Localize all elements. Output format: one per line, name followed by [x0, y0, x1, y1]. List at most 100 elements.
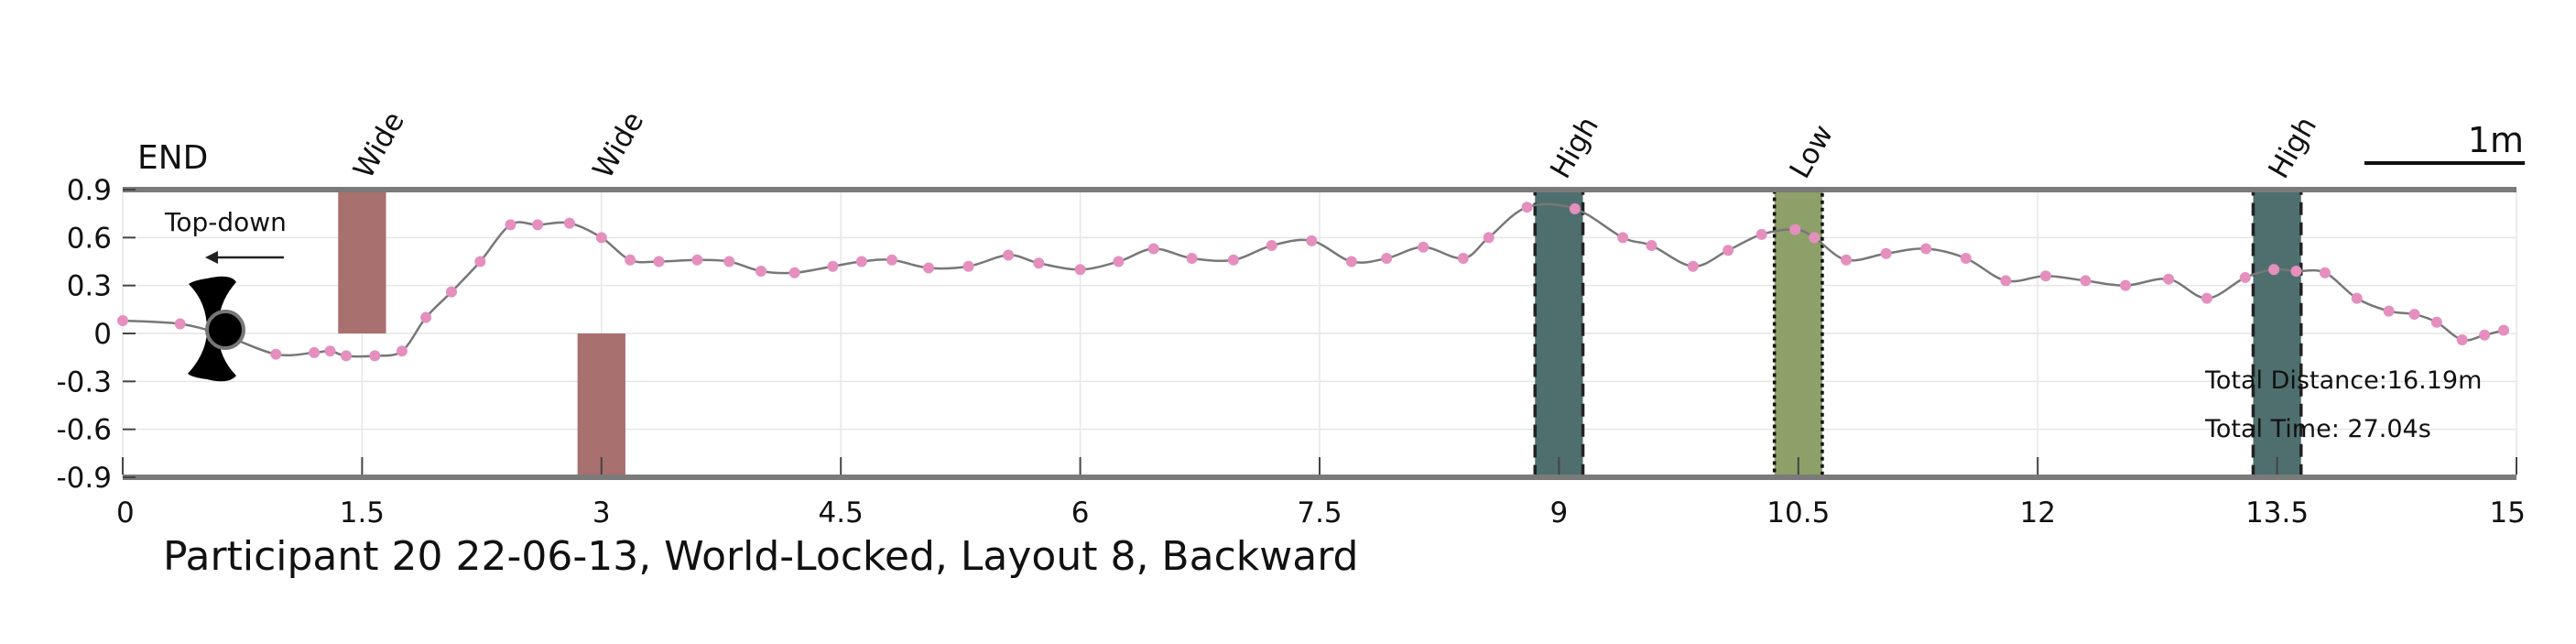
trajectory-point: [2351, 292, 2363, 304]
trajectory-point: [2039, 270, 2051, 282]
trajectory-point: [1960, 253, 1972, 265]
trajectory-point: [827, 260, 839, 272]
trajectory-point: [2319, 267, 2331, 278]
trajectory-point: [1483, 232, 1495, 244]
y-tick-label: -0.3: [57, 366, 113, 398]
trajectory-point: [1569, 202, 1581, 214]
obstacle-label: High: [2262, 111, 2323, 184]
trajectory-point: [1687, 260, 1699, 272]
y-tick-label: -0.9: [57, 462, 113, 495]
trajectory-point: [1381, 253, 1393, 265]
trajectory-point: [1306, 235, 1318, 246]
obstacle-wide-1: [577, 333, 625, 477]
y-axis-ticks: 0.9 0.6 0.3 0 -0.3 -0.6 -0.9: [57, 174, 136, 495]
trajectory-point: [1646, 240, 1658, 252]
y-tick-label: 0: [93, 318, 112, 351]
trajectory-point: [340, 350, 352, 362]
total-distance: Total Distance:16.19m: [2204, 366, 2482, 395]
x-tick-label: 15: [2490, 497, 2526, 529]
trajectory-point: [1521, 202, 1533, 213]
x-tick-label: 7.5: [1297, 497, 1342, 529]
obstacle-high-4: [2251, 188, 2303, 479]
x-tick-label: 0: [116, 497, 135, 529]
trajectory-point: [723, 256, 735, 267]
trajectory-point: [420, 311, 432, 323]
trajectory-point: [563, 217, 575, 229]
trajectory-point: [1003, 249, 1015, 261]
total-time: Total Time: 27.04s: [2204, 415, 2431, 443]
trajectory-point: [174, 318, 186, 330]
plot-frame: [123, 187, 2516, 480]
end-label: END: [137, 139, 208, 177]
trajectory-point: [625, 254, 636, 266]
trajectory-point: [505, 219, 516, 231]
obstacle-labels: Wide Wide High Low High: [347, 106, 2323, 184]
trajectory-point: [1227, 254, 1239, 266]
trajectory-point: [1113, 256, 1125, 267]
trajectory-point: [595, 232, 607, 244]
y-tick-label: 0.6: [67, 222, 112, 255]
grid: [122, 189, 2517, 478]
x-tick-label: 10.5: [1766, 497, 1830, 529]
chart-title: Participant 20 22-06-13, World-Locked, L…: [163, 533, 1358, 580]
trajectory-point: [2456, 333, 2468, 345]
trajectory-point: [691, 254, 703, 266]
trajectory-point: [2498, 324, 2510, 336]
trajectory-point: [855, 256, 867, 267]
obstacle-high-2: [1533, 188, 1585, 479]
trajectory-point: [1074, 264, 1086, 276]
trajectory-point: [1147, 243, 1159, 255]
trajectory-point: [962, 260, 974, 272]
trajectory-point: [2383, 305, 2395, 317]
direction-arrow-icon: [205, 251, 284, 264]
trajectory-point: [1033, 257, 1045, 269]
trajectory-point: [755, 265, 767, 277]
trajectory-point: [2120, 279, 2132, 291]
trajectory-point: [1457, 253, 1469, 265]
trajectory-point: [788, 267, 800, 278]
trajectory-point: [2080, 275, 2092, 287]
x-tick-label: 3: [592, 497, 611, 529]
trajectory-point: [1617, 232, 1629, 244]
trajectory-point: [2201, 292, 2212, 304]
obstacle-wide-0: [338, 190, 386, 333]
trajectory-point: [445, 286, 457, 298]
obstacle-label: Wide: [587, 106, 651, 184]
trajectory-point: [1345, 256, 1357, 267]
x-tick-label: 13.5: [2245, 497, 2309, 529]
x-tick-label: 12: [2019, 497, 2055, 529]
trajectory-point: [1880, 247, 1892, 259]
trajectory-point: [369, 350, 381, 362]
x-tick-label: 1.5: [340, 497, 385, 529]
trajectory-point: [2239, 271, 2251, 283]
trajectory-point: [1186, 253, 1198, 265]
trajectory-point: [2000, 275, 2012, 287]
obstacle-label: Wide: [347, 106, 411, 184]
trajectory-point: [923, 262, 935, 274]
trajectory-point: [396, 345, 408, 357]
trajectory-point: [886, 254, 897, 266]
x-tick-label: 9: [1550, 497, 1569, 529]
participant-icon: [188, 276, 245, 382]
trajectory-point: [1920, 243, 1932, 255]
trajectory-point: [2268, 264, 2280, 276]
trajectory-point: [1723, 245, 1734, 257]
scale-bar-label: 1m: [2468, 120, 2524, 160]
trajectory-point: [324, 345, 336, 357]
trajectory-point: [653, 256, 665, 267]
trajectory-point: [2163, 273, 2175, 285]
trajectory-point: [1755, 228, 1767, 240]
trajectory-point: [117, 315, 128, 327]
x-axis-ticks: 0 1.5 3 4.5 6 7.5 9 10.5 12 13.5 15: [116, 457, 2526, 529]
trajectory-point: [532, 219, 544, 231]
trajectory-point: [1789, 224, 1801, 235]
trajectory-point: [2479, 329, 2491, 341]
y-tick-label: 0.3: [67, 270, 112, 303]
orientation-label: Top-down: [164, 207, 287, 237]
scale-bar: 1m: [2364, 120, 2525, 165]
trajectory-point: [474, 256, 486, 267]
x-tick-label: 4.5: [819, 497, 864, 529]
trajectory-point: [270, 348, 282, 360]
y-tick-label: 0.9: [67, 174, 112, 207]
obstacle-label: High: [1544, 111, 1605, 184]
